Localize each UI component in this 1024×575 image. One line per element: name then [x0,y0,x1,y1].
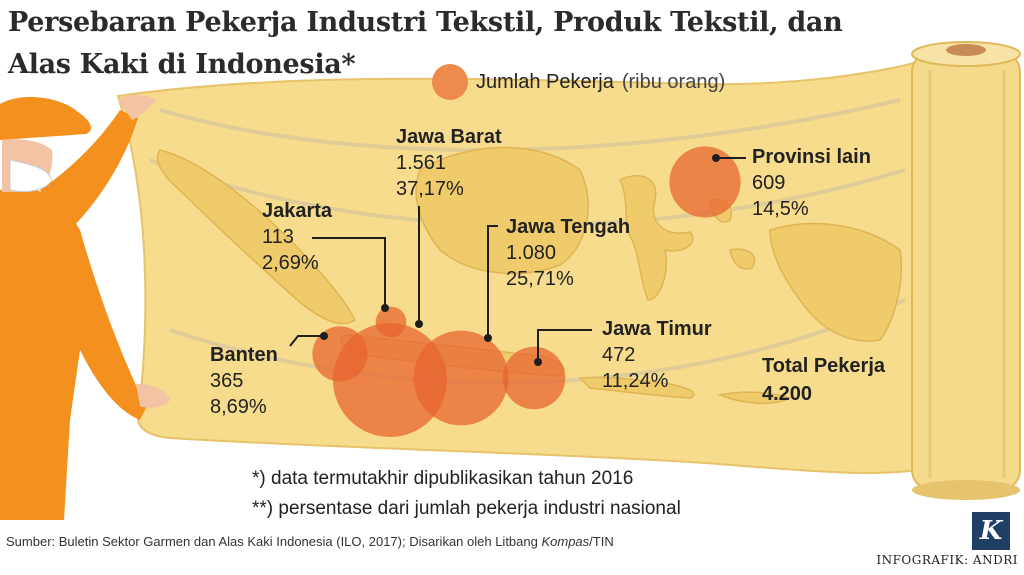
region-pct: 14,5% [752,198,809,220]
leader-line-jawa-tengah [487,225,498,338]
leader-dots [320,154,720,366]
timor-island [717,391,792,405]
source-line: Sumber: Buletin Sektor Garmen dan Alas K… [6,534,614,549]
worker-body [0,186,150,521]
region-name: Jawa Tengah [506,216,631,238]
region-value: 1.080 [506,242,557,264]
kompas-logo: K [972,512,1010,550]
region-pct: 37,17% [396,178,464,200]
source-italic: Kompas [541,534,590,549]
parchment-roll [911,41,1021,500]
region-name: Jakarta [262,200,333,222]
leader-line-banten [289,335,324,347]
worker-mask [9,159,53,193]
footnote-1: *) data termutakhir dipublikasikan tahun… [252,468,634,489]
region-label-jawa-barat: Jawa Barat 1.561 37,17% [396,124,502,202]
region-value: 609 [752,172,786,194]
region-name: Jawa Timur [602,318,712,340]
leader-lines [289,157,746,362]
region-label-banten: Banten 365 8,69% [210,342,278,420]
leader-line-jakarta [312,237,386,308]
legend: Jumlah Pekerja (ribu orang) [432,64,725,100]
total-label: Total Pekerja [762,355,886,377]
region-value: 365 [210,370,244,392]
indonesia-map [156,146,903,405]
region-label-jawa-tengah: Jawa Tengah 1.080 25,71% [506,214,630,292]
worker-raised-arm [40,110,138,230]
footnotes: *) data termutakhir dipublikasikan tahun… [252,464,681,524]
region-name: Provinsi lain [752,146,871,168]
bubble-provinsi-lain [669,146,741,218]
bubble-jakarta [375,306,407,338]
footnote-2: **) persentase dari jumlah pekerja indus… [252,498,681,519]
region-value: 113 [262,226,294,248]
bubble-jawa-tengah [413,330,509,426]
region-name: Jawa Barat [396,126,502,148]
legend-bubble-icon [432,64,468,100]
bubble-banten [312,326,368,382]
worker-figure [0,94,170,521]
worker-hand-bottom [136,383,170,408]
leader-line-jawa-timur [537,329,592,362]
region-pct: 2,69% [262,252,319,274]
nusa-tenggara-islands [578,376,695,399]
region-value: 472 [602,344,636,366]
region-label-jawa-timur: Jawa Timur 472 11,24% [602,316,712,394]
region-label-provinsi-lain: Provinsi lain 609 14,5% [752,144,871,222]
page-title: Persebaran Pekerja Industri Tekstil, Pro… [8,2,908,86]
region-pct: 25,71% [506,268,574,290]
sumatra-island [156,149,356,325]
legend-unit: (ribu orang) [621,70,726,93]
worker-helmet [0,97,92,140]
sulawesi-island [618,175,694,301]
kalimantan-island [415,146,589,275]
bubble-layer [312,146,741,437]
region-value: 1.561 [396,152,447,174]
title-line-1: Persebaran Pekerja Industri Tekstil, Pro… [8,7,843,38]
region-name: Banten [210,344,278,366]
infographic-credit: INFOGRAFIK: ANDRI [876,553,1018,567]
legend-label: Jumlah Pekerja [476,70,614,93]
worker-hand-top [118,94,156,120]
total-workers: Total Pekerja 4.200 [762,352,885,408]
total-value: 4.200 [762,383,813,405]
region-label-jakarta: Jakarta 113 2,69% [262,198,332,276]
source-prefix: Sumber: Buletin Sektor Garmen dan Alas K… [6,534,542,549]
region-pct: 8,69% [210,396,267,418]
source-suffix: /TIN [589,534,614,549]
title-line-2: Alas Kaki di Indonesia* [8,49,356,80]
bubble-jawa-timur [502,346,566,410]
papua-island [769,222,903,342]
region-pct: 11,24% [602,370,669,392]
